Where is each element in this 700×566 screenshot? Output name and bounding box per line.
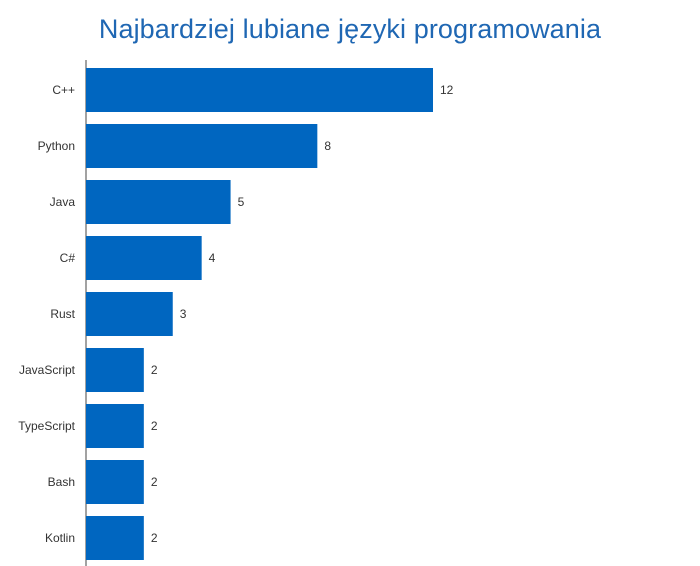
- bar-value-label: 2: [151, 419, 158, 433]
- category-tick-label: Kotlin: [45, 531, 75, 545]
- category-tick-label: Java: [50, 195, 76, 209]
- category-tick-label: TypeScript: [18, 419, 75, 433]
- bar-typescript: [86, 404, 144, 448]
- bar-bash: [86, 460, 144, 504]
- bar-c: [86, 68, 433, 112]
- bar-value-label: 2: [151, 363, 158, 377]
- bar-value-label: 8: [324, 139, 331, 153]
- bar-value-label: 3: [180, 307, 187, 321]
- chart-title: Najbardziej lubiane języki programowania: [98, 14, 602, 44]
- bar-python: [86, 124, 318, 168]
- category-tick-label: Bash: [48, 475, 75, 489]
- category-tick-labels: C++ Python Java C# Rust JavaScript TypeScript B…: [18, 83, 75, 545]
- bar-c: [86, 236, 202, 280]
- bar-rust: [86, 292, 173, 336]
- bar-value-labels: 12 8 5 4 3 2 2 2 2: [151, 83, 454, 545]
- bar-value-label: 2: [151, 475, 158, 489]
- bar-javascript: [86, 348, 144, 392]
- bar-kotlin: [86, 516, 144, 560]
- category-tick-label: Rust: [50, 307, 75, 321]
- bar-java: [86, 180, 231, 224]
- category-tick-label: C#: [60, 251, 76, 265]
- category-tick-label: Python: [38, 139, 75, 153]
- bar-value-label: 12: [440, 83, 454, 97]
- bar-value-label: 4: [209, 251, 216, 265]
- bars-layer: [86, 68, 433, 560]
- bar-value-label: 2: [151, 531, 158, 545]
- category-tick-label: JavaScript: [19, 363, 76, 377]
- category-tick-label: C++: [52, 83, 75, 97]
- bar-value-label: 5: [238, 195, 245, 209]
